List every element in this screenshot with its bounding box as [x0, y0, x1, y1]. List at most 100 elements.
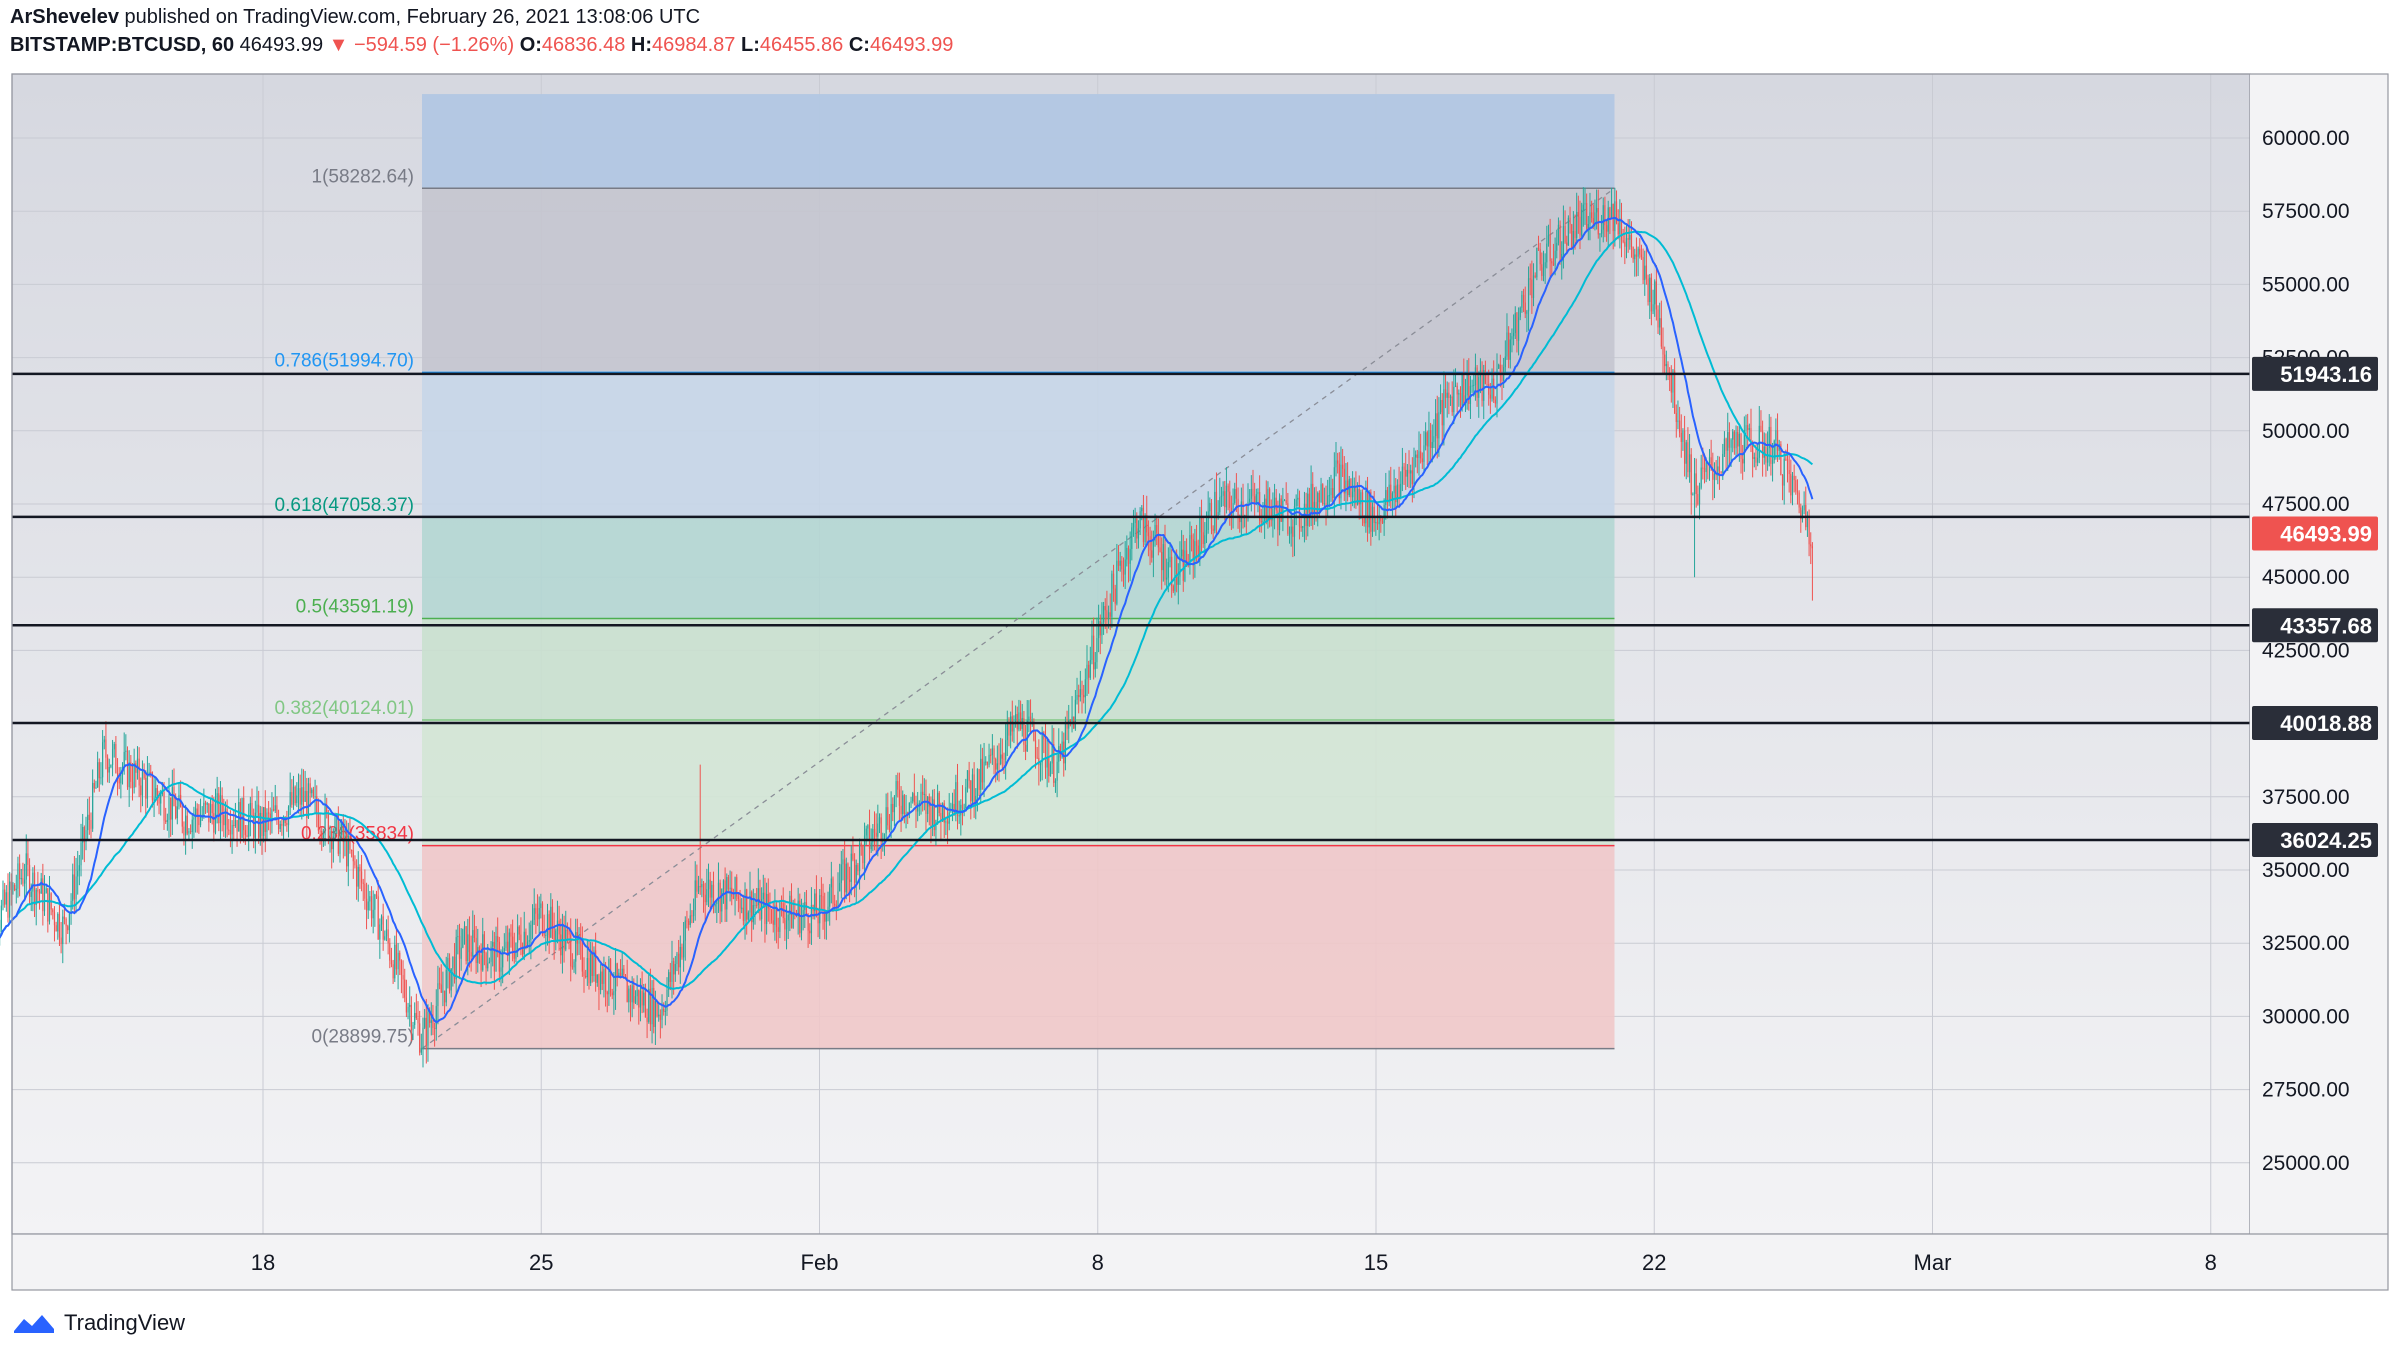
candle-body — [842, 859, 844, 865]
candle-body — [404, 979, 406, 998]
candle-body — [1051, 744, 1053, 764]
candle-body — [468, 934, 471, 953]
candle-body — [370, 896, 373, 919]
candle-body — [1003, 758, 1005, 760]
candle-body — [1245, 515, 1247, 517]
candle-body — [1076, 695, 1078, 700]
last-price: 46493.99 — [239, 34, 324, 56]
candle-body — [427, 1012, 429, 1046]
candle-body — [1693, 473, 1696, 495]
candle-body — [102, 742, 104, 778]
candle-body — [22, 877, 24, 884]
candle-body — [1426, 432, 1428, 447]
candle-body — [103, 739, 105, 743]
candle-body — [1786, 459, 1789, 471]
candle-body — [784, 918, 786, 930]
candle-body — [1446, 392, 1448, 398]
candle-body — [1698, 487, 1701, 505]
candle-body — [709, 879, 711, 898]
candle-body — [918, 802, 920, 804]
candle-body — [1436, 413, 1438, 439]
candle-body — [1091, 635, 1093, 661]
candle-body — [971, 774, 974, 802]
author-name[interactable]: ArShevelev — [10, 6, 119, 28]
candle-body — [1806, 518, 1809, 528]
candle-body — [1078, 695, 1080, 698]
candle-body — [995, 758, 997, 770]
candle-body — [1164, 544, 1166, 580]
candle-body — [1542, 267, 1545, 277]
candle-body — [1320, 484, 1322, 503]
candle-body — [1697, 493, 1699, 505]
candle-body — [658, 1014, 660, 1017]
candle-body — [676, 953, 678, 965]
candle-body — [779, 902, 781, 932]
chart-border — [11, 73, 2389, 1291]
candle-body — [52, 909, 54, 913]
candle-body — [1610, 203, 1613, 218]
candle-body — [830, 878, 832, 888]
candle-body — [1735, 431, 1737, 449]
candle-body — [1690, 454, 1692, 495]
candle-body — [598, 974, 600, 991]
candle-body — [236, 820, 238, 832]
candle-body — [32, 872, 34, 892]
price-tag — [2252, 608, 2378, 643]
candle-body — [855, 864, 857, 883]
candle-body — [453, 956, 456, 980]
candle-body — [656, 1001, 658, 1017]
candle-body — [1509, 339, 1511, 360]
candle-body — [188, 831, 190, 834]
candle-body — [1122, 569, 1125, 575]
candle-body — [1023, 717, 1025, 745]
candle-body — [867, 825, 869, 829]
candle-body — [248, 818, 250, 837]
candle-body — [756, 904, 758, 906]
candle-body — [546, 914, 549, 936]
candle-body — [1571, 224, 1573, 249]
fib-level-label: 0.618(47058.37) — [275, 495, 414, 516]
symbol-label[interactable]: BITSTAMP:BTCUSD, 60 — [10, 34, 235, 56]
tradingview-branding[interactable]: TradingView — [12, 1310, 185, 1336]
candle-body — [1597, 208, 1599, 235]
candle-body — [495, 936, 497, 972]
candle-body — [878, 817, 881, 824]
candle-body — [1441, 400, 1443, 426]
price-chart[interactable]: 1(58282.64) 0.786(51994.70) 0.618(47058.37… — [0, 0, 2398, 1300]
candle-body — [1131, 527, 1133, 549]
candle-body — [1657, 309, 1659, 328]
candle-body — [669, 972, 671, 982]
candle-body — [558, 920, 560, 935]
candle-body — [1081, 689, 1083, 695]
candle-body — [1454, 385, 1457, 387]
candle-body — [746, 889, 748, 920]
y-tick-label: 47500.00 — [2262, 493, 2350, 516]
candle-body — [533, 908, 535, 920]
candle-body — [1410, 470, 1412, 474]
candle-body — [1423, 445, 1425, 463]
candle-body — [1337, 460, 1339, 464]
candle-body — [437, 983, 439, 1007]
candle-body — [1728, 432, 1731, 448]
candle-body — [38, 891, 41, 894]
candle-body — [432, 1020, 434, 1028]
candle-body — [1386, 490, 1389, 503]
candle-body — [508, 932, 510, 956]
candle-body — [1209, 502, 1211, 512]
candle-body — [573, 961, 575, 968]
candle-body — [814, 893, 816, 912]
candle-body — [1524, 302, 1526, 314]
candle-body — [930, 806, 932, 827]
candle-body — [299, 788, 301, 805]
candle-body — [415, 1012, 417, 1019]
candle-body — [701, 884, 703, 888]
candle-body — [435, 1006, 437, 1029]
candle-body — [1519, 307, 1521, 318]
candle-body — [1179, 556, 1181, 577]
fib-level-label: 0(28899.75) — [312, 1027, 414, 1048]
candle-body — [766, 893, 768, 925]
candle-body — [1647, 278, 1649, 303]
candle-body — [1443, 389, 1445, 426]
candle-body — [515, 942, 517, 959]
candle-body — [1010, 716, 1012, 736]
